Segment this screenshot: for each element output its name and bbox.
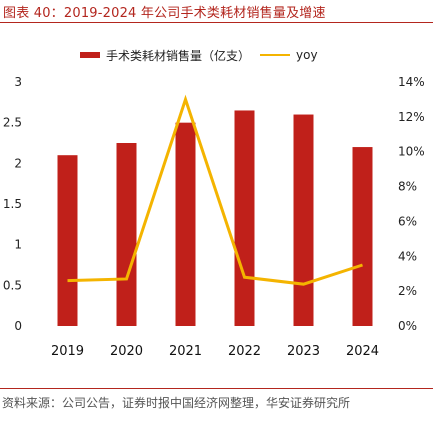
right-axis-tick: 4% [398,249,417,263]
right-axis-tick: 0% [398,319,417,333]
left-axis-tick: 1 [14,238,22,252]
legend-line-swatch [260,54,291,56]
left-axis-tick: 2 [14,156,22,170]
x-axis-tick: 2024 [346,344,379,359]
right-axis-tick: 14% [398,75,425,89]
x-axis-tick: 2021 [169,344,202,359]
bar-2024 [352,147,373,326]
chart: 0 0.5 1 1.5 2 2.5 3 0% 2% 4% 6% 8% 10% 12% 14% 2019 20… [3,75,425,359]
bar-2021 [175,122,196,327]
right-axis-tick: 6% [398,214,417,228]
right-axis-tick: 10% [398,145,425,159]
left-axis-tick: 0 [14,319,22,333]
legend-line-label: yoy [296,48,318,62]
left-axis-tick: 2.5 [3,116,22,130]
bar-2023 [293,114,314,327]
left-axis-tick: 3 [14,75,22,89]
title-divider [0,22,433,23]
bar-2020 [116,143,137,326]
source-note: 资料来源：公司公告，证券时报中国经济网整理，华安证券研究所 [2,396,351,410]
x-axis-tick: 2023 [287,344,320,359]
yoy-line [67,94,363,286]
legend-bar-swatch [80,52,100,58]
chart-legend: 手术类耗材销售量（亿支） yoy [80,46,318,64]
left-axis-tick: 1.5 [3,197,22,211]
figure-title: 图表 40：2019-2024 年公司手术类耗材销售量及增速 [3,6,326,21]
source-divider [0,388,433,389]
left-axis-tick: 0.5 [3,278,22,292]
bar-2022 [234,110,255,326]
x-axis-tick: 2022 [228,344,261,359]
x-axis-tick: 2020 [110,344,143,359]
right-axis-tick: 12% [398,110,425,124]
x-axis-tick: 2019 [51,344,84,359]
figure-title-bar: 图表 40：2019-2024 年公司手术类耗材销售量及增速 [0,0,433,22]
bar-2019 [57,155,78,326]
right-axis-tick: 2% [398,284,417,298]
right-axis-tick: 8% [398,180,417,194]
legend-bar-label: 手术类耗材销售量（亿支） [106,48,251,63]
